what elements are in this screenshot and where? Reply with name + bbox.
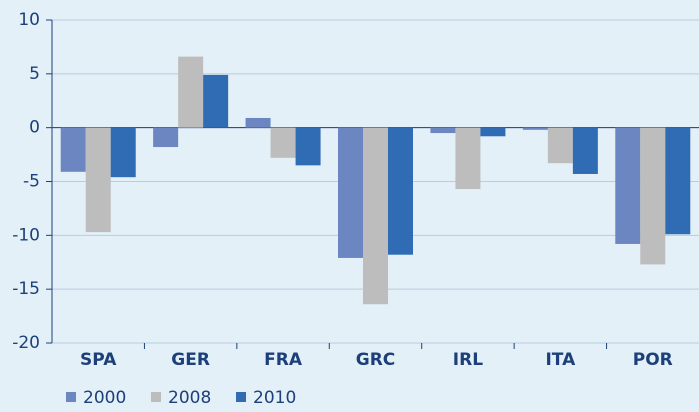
legend-label: 2000 [83,388,126,408]
bar [430,127,456,134]
legend-swatch [236,392,246,402]
bar [338,127,363,258]
bar [363,127,388,305]
x-tick-label: ITA [545,350,576,370]
legend-swatch [151,392,161,402]
bar [615,127,641,244]
legend-swatch [66,392,76,402]
bar [295,127,321,166]
legend-label: 2008 [168,388,211,408]
bar [547,127,573,164]
bar [110,127,136,178]
bar [153,127,179,148]
x-tick-label: POR [633,350,673,370]
x-tick-label: SPA [80,350,117,370]
x-tick-label: GER [171,350,210,370]
bar [455,127,481,190]
x-tick-label: FRA [264,350,303,370]
y-tick-label: 5 [29,64,40,84]
y-tick-label: -20 [12,333,40,353]
y-tick-label: -15 [12,279,40,299]
bar [572,127,598,174]
bar [522,127,548,130]
legend-label: 2010 [253,388,296,408]
bar [245,117,271,128]
x-tick-label: GRC [356,350,396,370]
y-tick-label: 0 [29,118,40,138]
bar [270,127,296,158]
x-tick-label: IRL [453,350,483,370]
y-tick-label: -5 [23,172,40,192]
bar [640,127,666,265]
bar [480,127,506,137]
bar [60,127,86,172]
bar [178,56,204,128]
bar [388,127,413,255]
bar [665,127,691,235]
y-tick-label: 10 [18,10,40,30]
y-tick-label: -10 [12,225,40,245]
bar [85,127,111,233]
bar [203,74,229,128]
